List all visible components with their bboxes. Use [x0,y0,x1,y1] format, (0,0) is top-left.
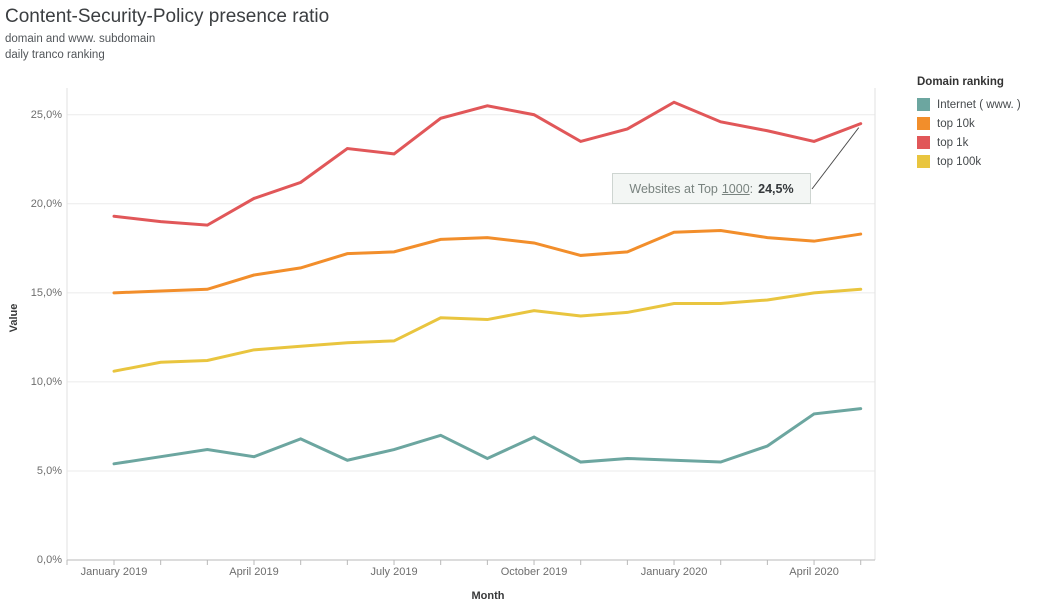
legend-items: Internet ( www. ) top 10k top 1k top 100k [917,95,1055,171]
x-tick-label: January 2020 [640,566,708,578]
series-line-internet-www[interactable] [112,407,863,466]
legend-swatch-top-1k [917,136,930,149]
series-line-top-100k[interactable] [112,287,863,373]
chart-subtitle-domain: domain and www. subdomain [5,33,156,45]
legend-item-label: Internet ( www. ) [937,98,1021,111]
plot-area[interactable] [66,88,876,565]
x-tick-label: April 2019 [229,566,279,578]
y-tick-label: 10,0% [30,375,62,388]
legend-title: Domain ranking [917,76,1004,88]
legend-swatch-internet-www [917,98,930,111]
legend-swatch-top-10k [917,117,930,130]
series-line-top-10k[interactable] [112,228,863,295]
x-tick-label: April 2020 [789,566,839,578]
x-axis-title: Month [471,590,505,602]
legend-item-top-100k[interactable]: top 100k [917,152,1055,171]
x-tick-label: July 2019 [370,566,418,578]
annotation-callout: Websites at Top 1000 : 24,5% [612,173,811,204]
legend-item-label: top 10k [937,117,975,130]
legend: Domain ranking Internet ( www. ) top 10k t… [917,76,1055,171]
y-tick-label: 15,0% [30,286,62,299]
legend-item-internet-www[interactable]: Internet ( www. ) [917,95,1055,114]
line-chart[interactable] [66,88,876,568]
y-tick-label: 20,0% [30,197,62,210]
legend-item-top-10k[interactable]: top 10k [917,114,1055,133]
x-tick-label: October 2019 [500,566,568,578]
legend-swatch-top-100k [917,155,930,168]
annotation-link[interactable]: 1000 [721,181,750,196]
legend-item-top-1k[interactable]: top 1k [917,133,1055,152]
annotation-value: 24,5% [758,181,794,196]
x-tick-label: January 2019 [80,566,148,578]
legend-item-label: top 100k [937,155,982,168]
y-axis-title: Value [8,303,20,333]
annotation-text: Websites at Top [629,181,718,196]
chart-title: Content-Security-Policy presence ratio [5,6,330,27]
y-tick-label: 0,0% [36,554,62,566]
chart-subtitle-ranking: daily tranco ranking [5,49,105,61]
annotation-connector-line [811,127,860,190]
y-tick-label: 25,0% [30,108,62,121]
series-line-top-1k[interactable] [112,100,863,227]
y-tick-label: 5,0% [36,464,62,477]
legend-item-label: top 1k [937,136,969,149]
annotation-colon: : [749,181,754,196]
